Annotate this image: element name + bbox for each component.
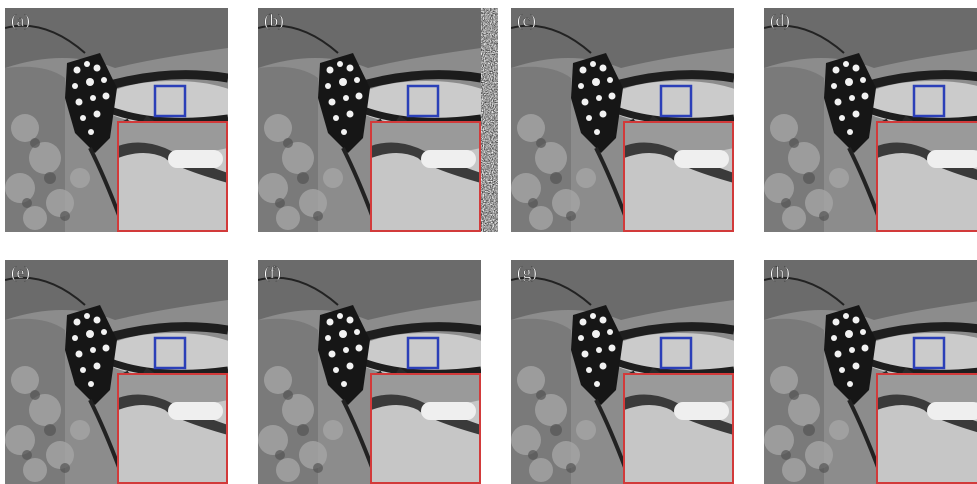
- panel-label: (e): [11, 263, 30, 282]
- panel-label: (g): [517, 263, 537, 282]
- image-panel: (g): [511, 260, 751, 484]
- image-panel: (e): [5, 260, 245, 484]
- butterfly-image: [258, 260, 498, 484]
- butterfly-image: [764, 8, 977, 232]
- image-panel: (a): [5, 8, 245, 232]
- butterfly-image: [764, 260, 977, 484]
- panel-label: (a): [11, 11, 30, 30]
- panel-label: (d): [770, 11, 790, 30]
- image-panel: (f): [258, 260, 498, 484]
- panel-label: (b): [264, 11, 284, 30]
- panel-label: (h): [770, 263, 790, 282]
- image-panel: (d): [764, 8, 977, 232]
- butterfly-image: [511, 8, 751, 232]
- butterfly-image: [5, 260, 245, 484]
- butterfly-image: [5, 8, 245, 232]
- figure: (a) (b) (c) (d) (e) (f) (g) (h): [0, 0, 977, 484]
- panel-grid: (a) (b) (c) (d) (e) (f) (g) (h): [5, 8, 977, 484]
- image-panel: (h): [764, 260, 977, 484]
- image-panel: (b): [258, 8, 498, 232]
- butterfly-image: [258, 8, 498, 232]
- panel-label: (f): [264, 263, 281, 282]
- panel-label: (c): [517, 11, 536, 30]
- butterfly-image: [511, 260, 751, 484]
- image-panel: (c): [511, 8, 751, 232]
